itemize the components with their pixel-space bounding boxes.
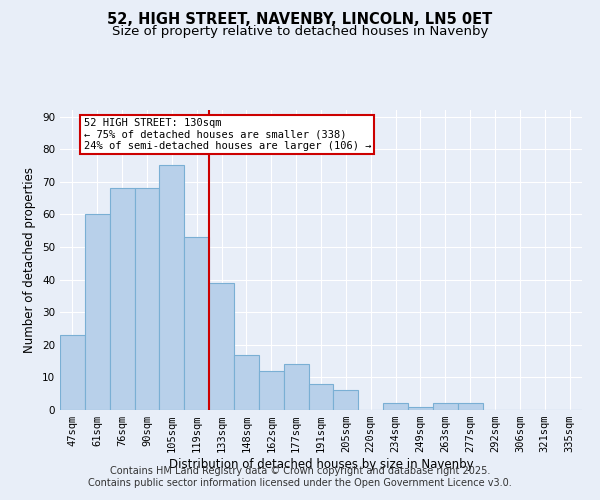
Text: 52, HIGH STREET, NAVENBY, LINCOLN, LN5 0ET: 52, HIGH STREET, NAVENBY, LINCOLN, LN5 0… [107,12,493,28]
Bar [184,237,209,410]
Bar [383,404,408,410]
Bar [160,166,184,410]
Text: 52 HIGH STREET: 130sqm
← 75% of detached houses are smaller (338)
24% of semi-de: 52 HIGH STREET: 130sqm ← 75% of detached… [83,118,371,152]
Bar [234,354,259,410]
X-axis label: Distribution of detached houses by size in Navenby: Distribution of detached houses by size … [169,458,473,471]
Bar [134,188,160,410]
Text: Size of property relative to detached houses in Navenby: Size of property relative to detached ho… [112,25,488,38]
Bar [209,283,234,410]
Y-axis label: Number of detached properties: Number of detached properties [23,167,37,353]
Text: Contains HM Land Registry data © Crown copyright and database right 2025.
Contai: Contains HM Land Registry data © Crown c… [88,466,512,487]
Bar [458,404,482,410]
Bar [334,390,358,410]
Bar [408,406,433,410]
Bar [308,384,334,410]
Bar [433,404,458,410]
Bar [284,364,308,410]
Bar [259,371,284,410]
Bar [110,188,134,410]
Bar [85,214,110,410]
Bar [60,335,85,410]
